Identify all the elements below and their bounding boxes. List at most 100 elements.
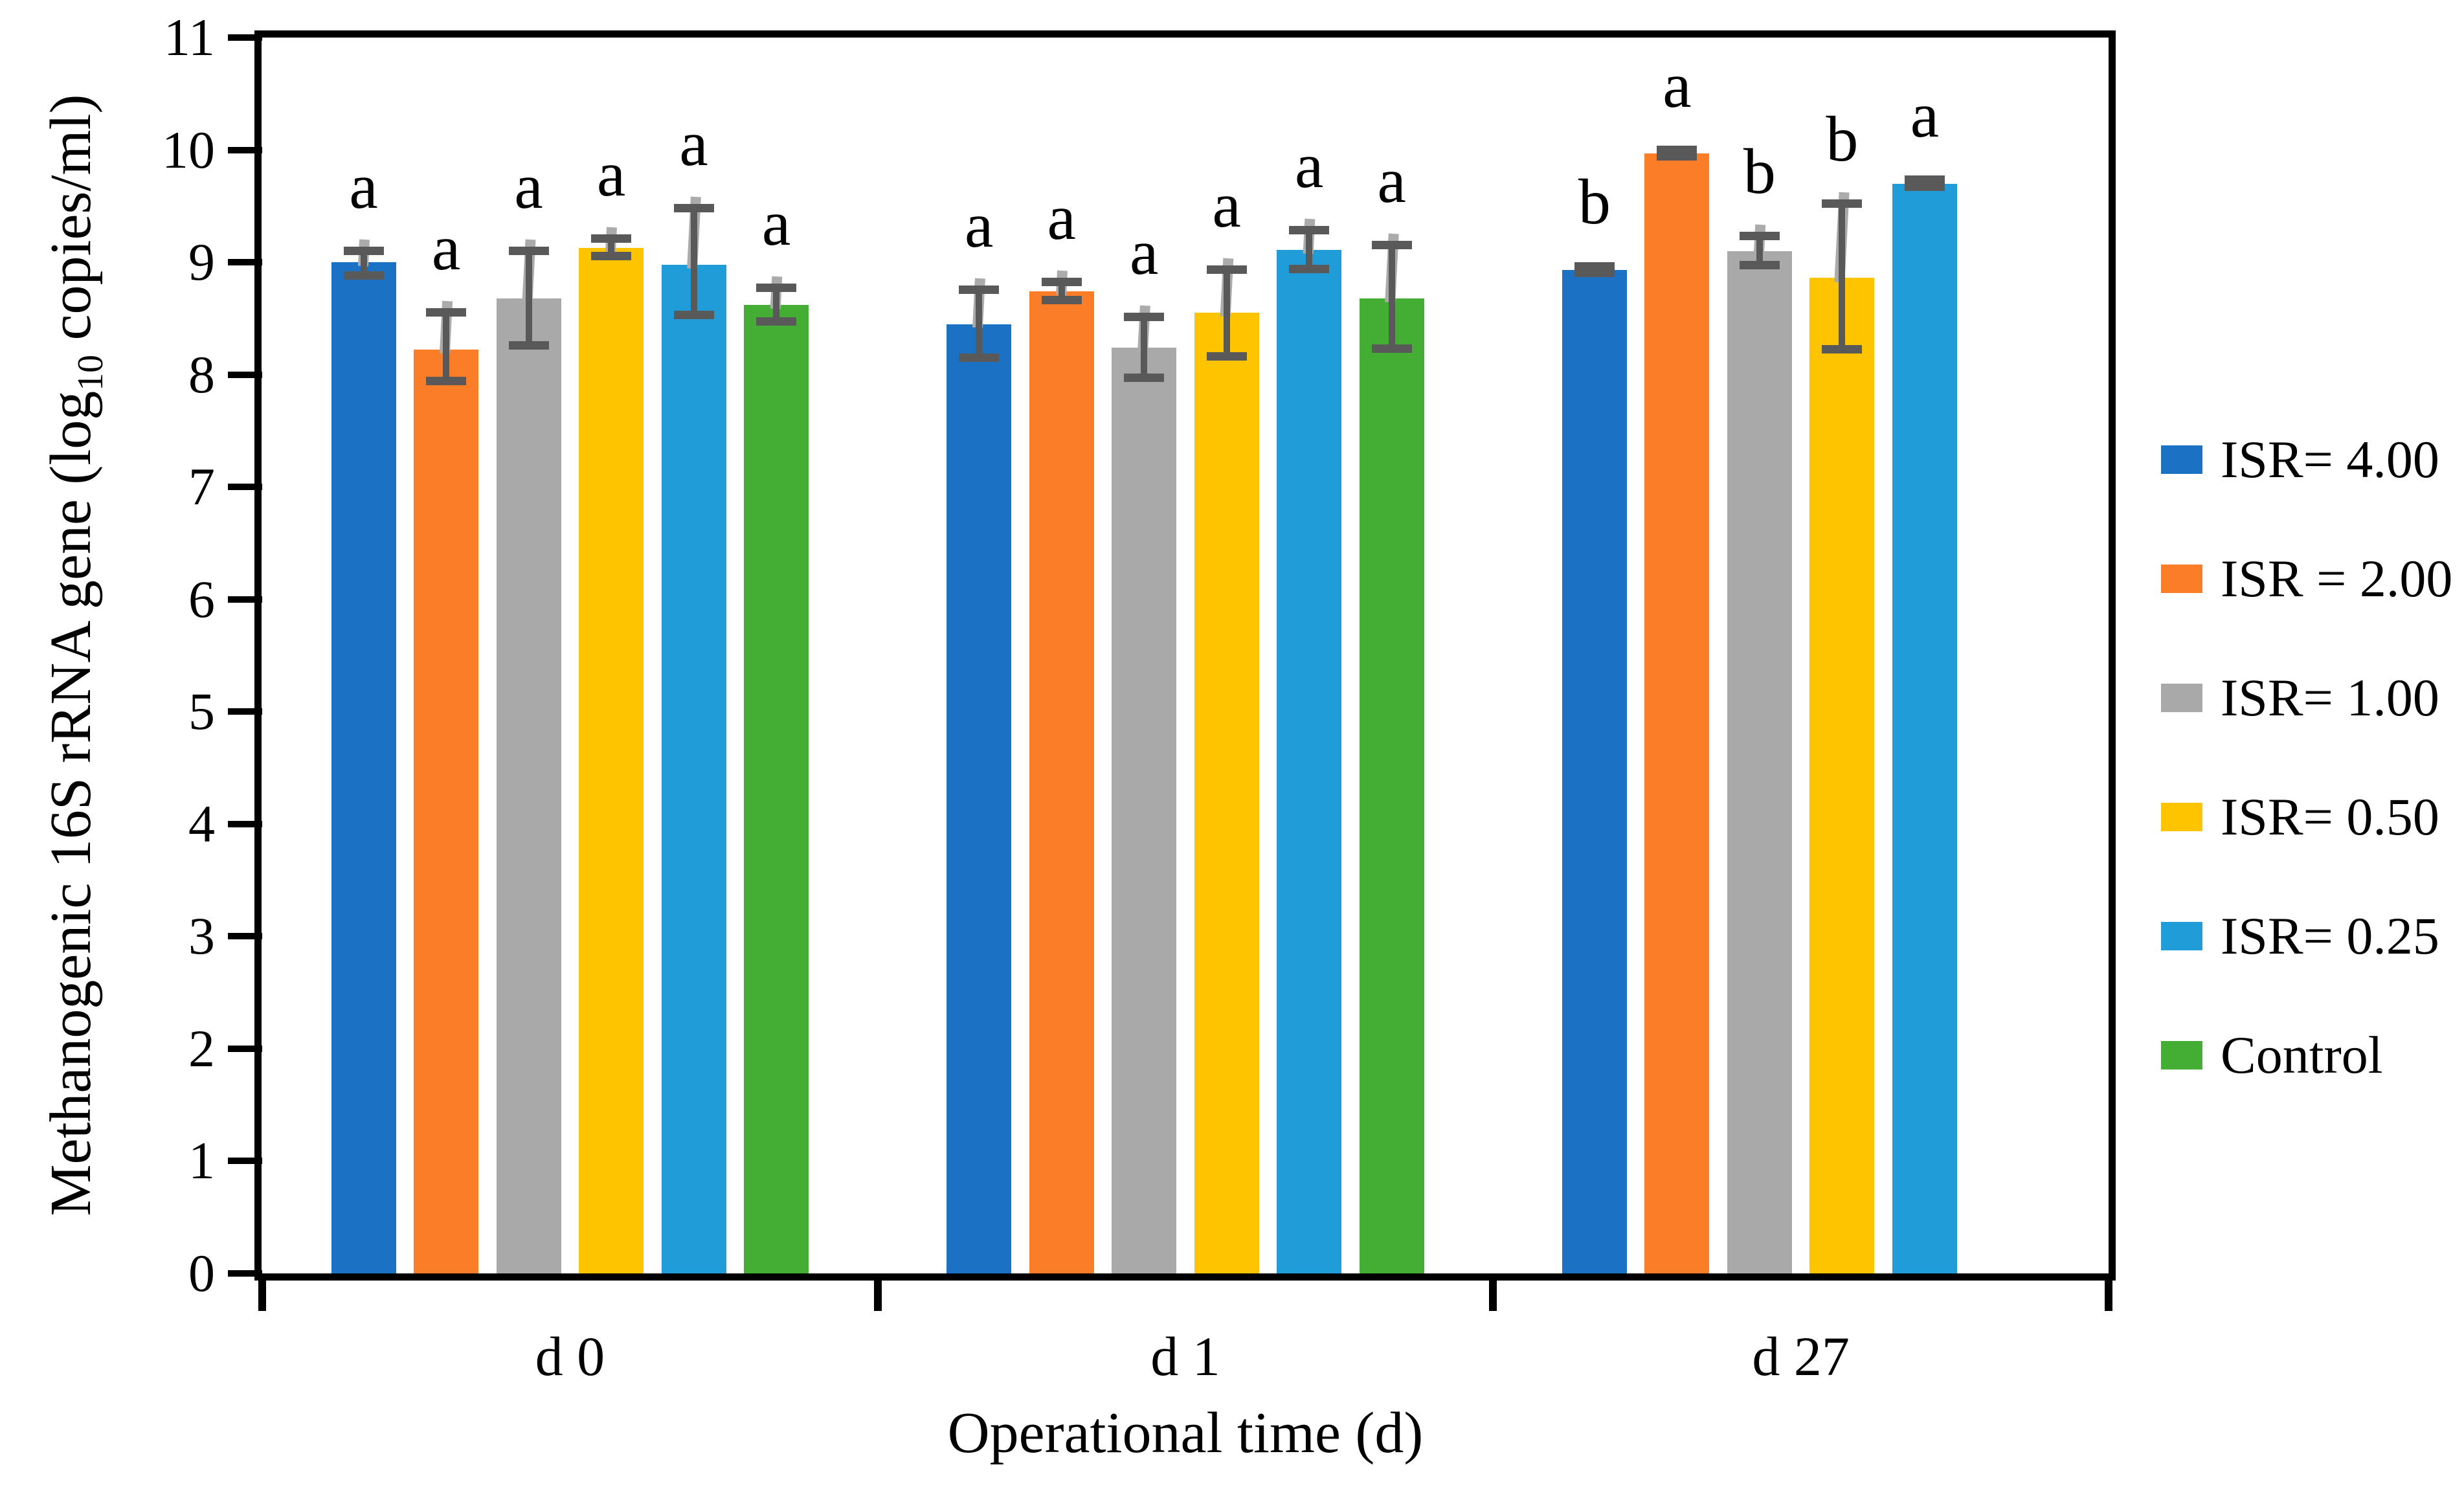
error-bar-cap-top	[673, 203, 714, 212]
y-tick-label: 10	[162, 120, 215, 179]
error-bar-line	[1058, 282, 1065, 301]
y-tick-label: 11	[164, 8, 215, 67]
error-bar-cap-top	[508, 246, 549, 255]
y-axis-tick	[228, 820, 262, 827]
bar	[1562, 270, 1627, 1273]
bar	[1277, 250, 1342, 1273]
error-bar-line	[690, 208, 697, 315]
x-category-label: d 27	[1752, 1325, 1850, 1387]
x-category-label: d 1	[1150, 1325, 1220, 1387]
error-bar-cap-top	[1822, 199, 1863, 208]
error-bar-cap-bottom	[959, 353, 1000, 362]
significance-letter: a	[1047, 181, 1076, 254]
error-bar-cap-bottom	[1904, 182, 1945, 191]
legend-label: ISR= 1.00	[2221, 668, 2439, 727]
significance-letter: a	[1377, 144, 1406, 217]
bar	[661, 264, 726, 1273]
error-bar-cap-top	[1657, 145, 1697, 154]
error-bar-line	[976, 290, 983, 358]
significance-letter: a	[1295, 129, 1324, 202]
legend: ISR= 4.00 ISR = 2.00 ISR= 1.00 ISR= 0.50 ISR…	[2161, 429, 2452, 1143]
y-tick-label: 4	[188, 794, 215, 853]
error-bar-line	[608, 238, 615, 257]
bar	[579, 247, 644, 1273]
y-axis-tick	[228, 708, 262, 715]
significance-letter: a	[514, 150, 543, 222]
bar	[496, 298, 561, 1273]
bar	[331, 262, 396, 1273]
error-bar-cap-bottom	[1289, 264, 1330, 273]
error-bar-cap-bottom	[1371, 344, 1412, 353]
legend-item: ISR= 1.00	[2161, 667, 2452, 729]
error-bar-cap-top	[1289, 226, 1330, 235]
y-axis-tick	[228, 596, 262, 603]
significance-letter: a	[1910, 79, 1940, 151]
bar	[1194, 313, 1259, 1273]
error-bar-cap-bottom	[1657, 151, 1697, 161]
y-tick-label: 9	[188, 232, 215, 292]
error-bar-cap-top	[1904, 175, 1945, 185]
significance-letter: a	[1130, 216, 1159, 289]
y-axis-tick	[228, 1270, 262, 1277]
y-axis-tick	[228, 1045, 262, 1052]
error-bar-line	[360, 251, 367, 276]
x-axis-divider-tick	[2105, 1273, 2112, 1311]
error-bar-cap-bottom	[1206, 352, 1247, 361]
y-axis-title: Methanogenic 16S rRNA gene (log10 copies…	[36, 21, 111, 1290]
significance-letter: a	[349, 150, 378, 222]
legend-swatch-icon	[2161, 1041, 2202, 1069]
legend-label: ISR= 4.00	[2221, 430, 2439, 489]
y-axis-tick	[228, 371, 262, 378]
error-bar-line	[1141, 317, 1148, 378]
error-bar-cap-top	[1041, 278, 1082, 287]
error-bar-cap-top	[1371, 241, 1412, 250]
error-bar-cap-top	[1739, 232, 1780, 241]
y-axis-tick	[228, 146, 262, 153]
bar	[1112, 347, 1177, 1273]
error-bar-line	[1388, 245, 1395, 349]
significance-letter: b	[1826, 102, 1859, 175]
error-bar-cap-bottom	[1041, 296, 1082, 305]
error-bar-cap-bottom	[426, 377, 467, 386]
legend-item: ISR= 4.00	[2161, 429, 2452, 491]
y-axis-tick	[228, 259, 262, 266]
error-bar-line	[443, 313, 450, 382]
error-bar-cap-top	[591, 234, 632, 243]
error-bar-line	[773, 288, 780, 322]
bar	[414, 350, 479, 1273]
y-axis-tick	[228, 1158, 262, 1165]
y-tick-label: 8	[188, 344, 215, 404]
error-bar-cap-top	[756, 284, 797, 292]
significance-letter: a	[596, 137, 626, 210]
error-bar-cap-bottom	[1124, 373, 1165, 382]
legend-label: Control	[2221, 1025, 2383, 1084]
y-tick-label: 0	[188, 1244, 215, 1303]
legend-swatch-icon	[2161, 565, 2202, 593]
bar	[1892, 183, 1957, 1273]
bar	[744, 305, 809, 1273]
plot-area-border	[254, 30, 2116, 1281]
significance-letter: a	[965, 189, 994, 262]
legend-item: ISR= 0.50	[2161, 786, 2452, 848]
y-tick-label: 2	[188, 1018, 215, 1078]
legend-swatch-icon	[2161, 803, 2202, 831]
error-bar-cap-bottom	[508, 341, 549, 350]
error-bar-cap-top	[426, 308, 467, 317]
significance-letter: b	[1743, 135, 1776, 208]
y-tick-label: 6	[188, 569, 215, 629]
error-bar-line	[1306, 230, 1313, 269]
x-axis-divider-tick	[873, 1273, 882, 1311]
x-axis-title: Operational time (d)	[947, 1401, 1424, 1465]
legend-label: ISR= 0.50	[2221, 787, 2439, 846]
bar	[1029, 291, 1094, 1273]
bar	[1727, 251, 1792, 1273]
error-bar-cap-top	[1124, 313, 1165, 322]
error-bar-cap-bottom	[343, 271, 384, 280]
legend-item: ISR = 2.00	[2161, 548, 2452, 610]
legend-item: ISR= 0.25	[2161, 905, 2452, 967]
x-axis-divider-tick	[1489, 1273, 1497, 1311]
legend-label: ISR = 2.00	[2221, 549, 2453, 608]
error-bar-line	[1839, 203, 1846, 350]
error-bar-cap-bottom	[1739, 261, 1780, 270]
